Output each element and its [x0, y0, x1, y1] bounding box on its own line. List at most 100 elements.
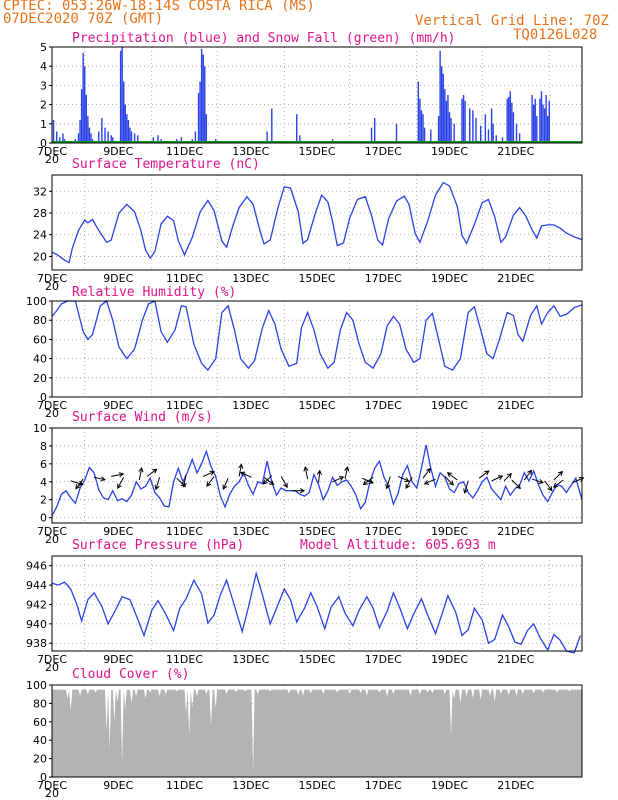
xtick-label: 17DEC: [365, 525, 402, 538]
wind-arrow: [304, 466, 309, 480]
xtick-label: 15DEC: [298, 399, 335, 412]
xtick-year: 20: [45, 787, 59, 800]
precip-bar: [464, 100, 466, 143]
xtick-label: 9DEC: [103, 653, 133, 666]
precip-bar: [423, 127, 426, 143]
panel-frame: [51, 300, 583, 398]
ytick-label: 32: [33, 185, 47, 198]
xtick-label: 9DEC: [103, 272, 133, 285]
series-line: [51, 444, 583, 517]
precip-bar: [55, 131, 58, 143]
panel-frame: [51, 427, 583, 524]
xtick-label: 11DEC: [166, 272, 203, 285]
precip-bar: [448, 112, 451, 143]
wind-arrow: [280, 476, 288, 488]
wind-arrow-head: [404, 477, 410, 483]
ytick-label: 20: [33, 250, 47, 263]
precip-bar: [532, 104, 535, 143]
wind-arrow-head: [154, 484, 160, 491]
precip-bar: [124, 104, 126, 143]
xtick-label: 17DEC: [365, 145, 402, 158]
precip-bar: [462, 95, 465, 143]
wind-arrow: [386, 476, 391, 489]
ytick-label: 2: [40, 99, 47, 112]
precip-bar: [204, 66, 206, 143]
xtick-label: 19DEC: [431, 399, 468, 412]
ytick-label: 4: [40, 60, 47, 73]
xtick-label: 11DEC: [166, 399, 203, 412]
wind-arrow: [183, 474, 187, 487]
precip-bar: [441, 66, 443, 143]
precip-bar: [536, 116, 538, 143]
xtick-year: 20: [45, 280, 59, 293]
precip-bar: [110, 135, 112, 143]
precip-bar: [479, 125, 482, 143]
precip-bar: [539, 98, 541, 143]
precip-bar: [420, 110, 423, 143]
wind-arrow: [478, 470, 490, 479]
precip-bar: [79, 119, 81, 143]
precip-bar: [271, 108, 273, 143]
precip-bar: [492, 123, 494, 143]
wind-arrow-head: [138, 466, 144, 473]
panel-title: Precipitation (blue) and Snow Fall (gree…: [72, 31, 456, 46]
header-datetime: 07DEC2020 70Z (GMT): [3, 11, 164, 27]
ytick-label: 4: [40, 476, 47, 489]
wind-arrow-head: [181, 482, 187, 488]
wind-arrow: [318, 470, 321, 483]
precip-bar: [101, 118, 103, 143]
precip-bar: [439, 50, 441, 144]
precip-bar: [395, 123, 398, 143]
precip-bar: [52, 119, 55, 143]
wind-arrow-head: [299, 488, 306, 494]
ytick-label: 0: [40, 137, 47, 150]
xtick-label: 13DEC: [232, 653, 269, 666]
wind-arrow-head: [506, 472, 512, 479]
xtick-label: 15DEC: [298, 779, 335, 792]
wind-arrow-head: [206, 481, 212, 487]
wind-arrow-head: [547, 485, 553, 492]
wind-arrow-head: [538, 479, 544, 484]
precip-bar: [445, 100, 448, 143]
wind-arrow: [263, 475, 273, 485]
precip-bar: [296, 114, 298, 143]
xtick-label: 19DEC: [431, 272, 468, 285]
xtick-label: 13DEC: [232, 272, 269, 285]
ytick-label: 3: [40, 79, 47, 92]
wind-arrow-head: [75, 484, 81, 490]
wind-arrow-head: [239, 471, 246, 477]
xtick-label: 21DEC: [497, 779, 534, 792]
precip-bar: [119, 50, 122, 144]
wind-arrow: [263, 476, 274, 485]
wind-arrow: [424, 478, 436, 485]
precip-bar: [157, 135, 159, 143]
wind-arrow: [146, 468, 157, 477]
wind-arrow: [523, 470, 532, 481]
ytick-label: 0: [40, 391, 47, 404]
precip-bar: [127, 119, 130, 143]
precip-bar: [487, 129, 490, 143]
wind-arrow: [117, 477, 125, 489]
ytick-label: 946: [26, 560, 47, 573]
xtick-label: 13DEC: [232, 399, 269, 412]
precip-bar: [90, 133, 92, 143]
wind-arrow-head: [405, 483, 411, 490]
precip-bar: [299, 135, 301, 143]
precip-bar: [534, 98, 536, 143]
precip-bar: [469, 108, 471, 143]
precip-bar: [511, 102, 513, 143]
wind-arrow: [553, 471, 563, 481]
ytick-label: 944: [26, 579, 47, 592]
wind-arrow-head: [484, 470, 490, 476]
precip-bar: [82, 52, 84, 144]
wind-arrow-head: [425, 467, 431, 474]
panel-frame: [51, 46, 583, 144]
panel-annotation: Model Altitude: 605.693 m: [300, 538, 496, 553]
xtick-label: 7DEC: [37, 779, 67, 792]
precip-bar: [84, 66, 86, 143]
xtick-label: 19DEC: [431, 525, 468, 538]
wind-arrow: [93, 476, 105, 481]
precip-bar: [266, 131, 268, 143]
panel-title: Surface Wind (m/s): [72, 410, 213, 425]
